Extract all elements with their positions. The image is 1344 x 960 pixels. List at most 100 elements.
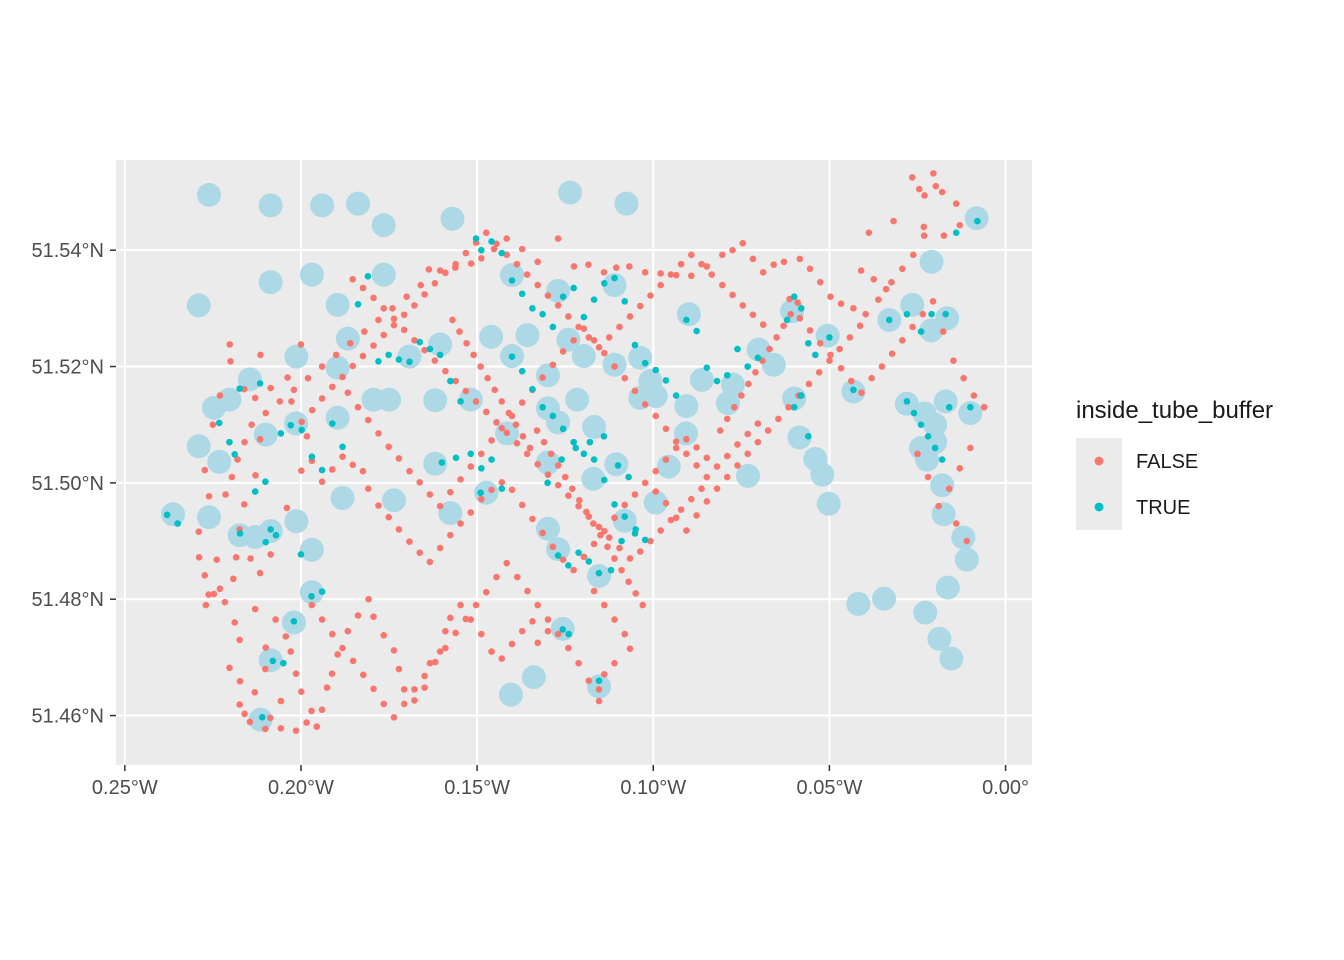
- point-false: [449, 316, 456, 324]
- point-false: [882, 285, 890, 293]
- point-false: [349, 461, 357, 469]
- point-false: [604, 543, 611, 551]
- point-false: [611, 555, 618, 562]
- point-false: [298, 467, 305, 474]
- point-false: [909, 251, 917, 259]
- point-false: [395, 455, 403, 462]
- buffer-circle: [951, 525, 976, 550]
- point-false: [230, 575, 237, 583]
- point-false: [744, 430, 751, 438]
- point-true: [723, 371, 731, 379]
- point-false: [850, 305, 857, 312]
- point-false: [411, 697, 418, 704]
- point-false: [611, 616, 618, 623]
- point-false: [805, 380, 813, 388]
- point-false: [878, 363, 886, 370]
- point-false: [745, 380, 752, 388]
- point-false: [600, 670, 608, 678]
- point-false: [442, 367, 449, 375]
- point-true: [472, 235, 480, 242]
- point-false: [759, 321, 767, 328]
- point-false: [318, 363, 326, 370]
- point-false: [370, 613, 377, 620]
- point-false: [298, 418, 305, 426]
- point-false: [478, 450, 485, 458]
- point-false: [513, 260, 521, 268]
- point-true: [614, 462, 622, 469]
- point-true: [277, 430, 285, 437]
- point-false: [600, 349, 608, 357]
- point-false: [914, 450, 921, 458]
- point-false: [472, 398, 480, 405]
- x-tick-label-3: 0.10°W: [620, 777, 686, 799]
- x-tick-label-2: 0.15°W: [444, 777, 510, 799]
- point-false: [303, 719, 310, 726]
- point-false: [759, 268, 767, 276]
- point-true: [477, 489, 484, 497]
- point-false: [213, 556, 221, 563]
- point-false: [344, 627, 352, 635]
- point-false: [484, 374, 491, 382]
- buffer-circle: [243, 524, 268, 549]
- buffer-circle: [197, 505, 222, 530]
- point-false: [518, 245, 526, 253]
- buffer-circle: [919, 318, 944, 343]
- point-false: [349, 657, 357, 665]
- buffer-circle: [612, 508, 637, 533]
- point-false: [297, 341, 305, 348]
- point-false: [360, 671, 367, 679]
- point-false: [796, 255, 804, 263]
- point-true: [488, 238, 495, 245]
- legend-label-true: TRUE: [1136, 497, 1190, 519]
- point-false: [899, 337, 906, 344]
- point-false: [554, 630, 562, 638]
- buffer-circle: [284, 509, 309, 534]
- point-true: [917, 328, 925, 335]
- point-false: [719, 281, 726, 289]
- buffer-circle: [935, 575, 960, 600]
- buffer-circle: [371, 213, 396, 238]
- point-false: [447, 531, 454, 539]
- point-false: [318, 706, 326, 714]
- point-true: [797, 305, 805, 312]
- buffer-circle: [258, 270, 283, 295]
- point-false: [544, 616, 552, 623]
- point-false: [308, 601, 316, 609]
- point-false: [298, 688, 305, 696]
- buffer-circle: [581, 466, 606, 491]
- point-false: [332, 351, 340, 359]
- point-false: [561, 473, 569, 481]
- point-false: [935, 502, 942, 510]
- point-false: [826, 357, 833, 364]
- point-false: [349, 362, 357, 370]
- point-false: [431, 357, 439, 364]
- buffer-circle: [715, 391, 740, 416]
- point-false: [205, 591, 212, 598]
- y-tick-label-3: 51.52°N: [32, 357, 105, 379]
- point-false: [493, 419, 500, 426]
- point-false: [304, 374, 312, 382]
- buffer-circle: [361, 387, 386, 412]
- point-false: [524, 587, 531, 595]
- point-true: [308, 453, 316, 460]
- point-false: [780, 258, 788, 266]
- buffer-circle: [335, 326, 360, 351]
- point-false: [380, 331, 388, 339]
- point-false: [205, 492, 213, 500]
- point-true: [308, 592, 315, 600]
- point-false: [344, 389, 352, 396]
- point-false: [252, 471, 259, 479]
- point-false: [734, 462, 741, 469]
- point-false: [600, 268, 608, 276]
- points-layer: [163, 170, 988, 734]
- point-false: [590, 520, 597, 527]
- point-true: [570, 284, 577, 292]
- point-false: [400, 326, 408, 334]
- buffer-circle: [565, 387, 590, 412]
- point-true: [231, 451, 239, 458]
- point-false: [729, 291, 736, 299]
- point-false: [652, 412, 660, 420]
- point-false: [436, 267, 444, 274]
- buffer-circle: [499, 263, 524, 288]
- buffer-circle: [310, 193, 335, 218]
